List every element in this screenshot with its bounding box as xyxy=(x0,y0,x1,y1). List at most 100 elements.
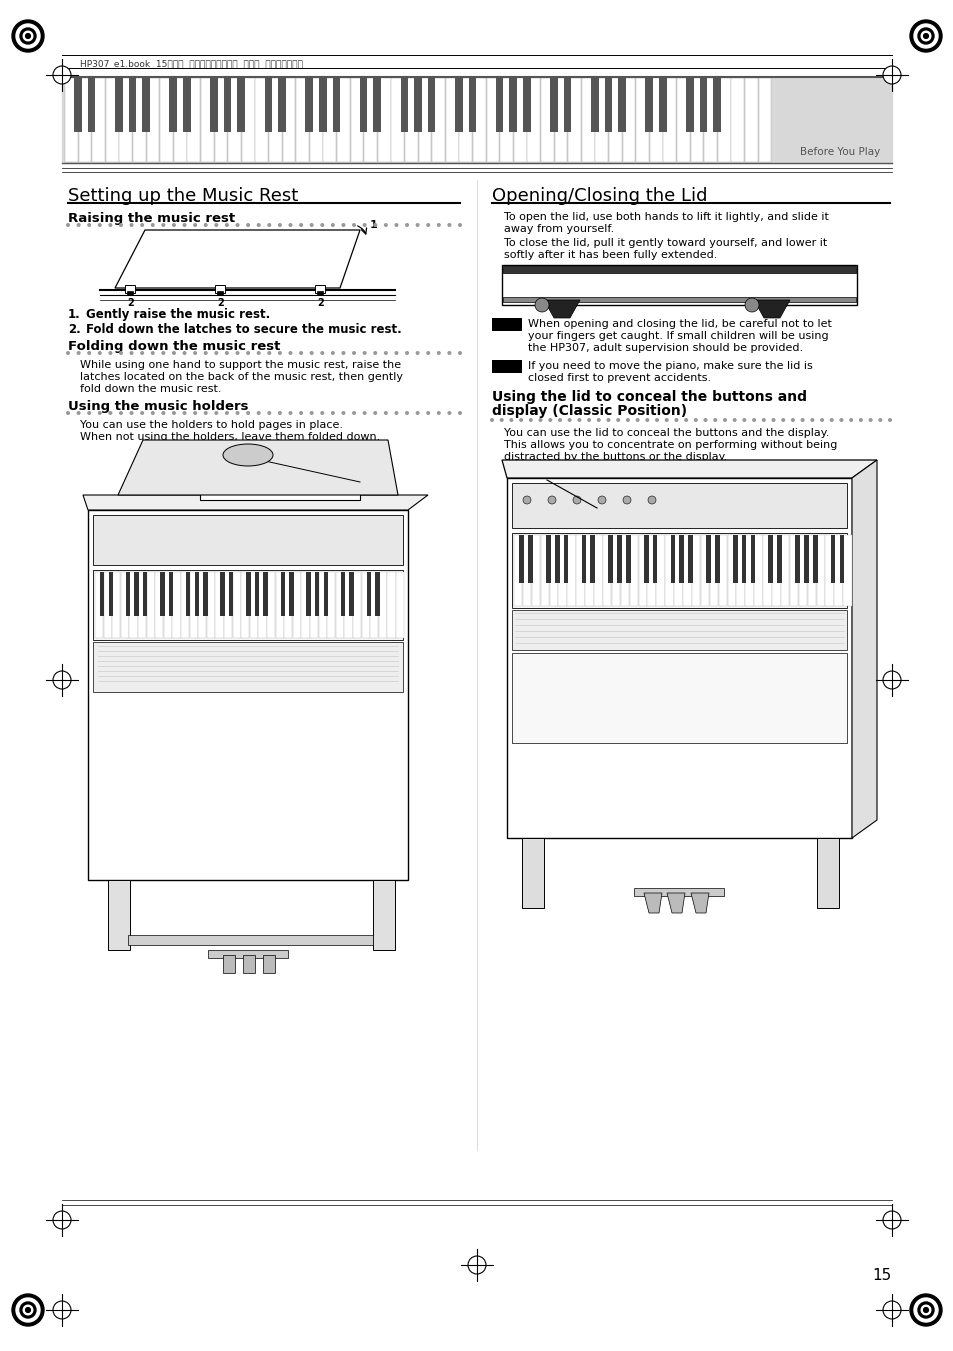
Bar xyxy=(590,535,595,584)
Bar xyxy=(634,888,723,896)
Text: When opening and closing the lid, be careful not to let: When opening and closing the lid, be car… xyxy=(527,319,831,330)
Bar xyxy=(744,535,753,607)
Circle shape xyxy=(162,224,165,227)
Bar xyxy=(509,78,517,132)
Circle shape xyxy=(77,351,80,354)
Circle shape xyxy=(427,412,429,415)
Circle shape xyxy=(427,224,429,227)
Bar xyxy=(293,571,301,638)
Polygon shape xyxy=(501,459,876,478)
Bar xyxy=(522,535,531,607)
Bar xyxy=(512,653,846,743)
Bar xyxy=(172,571,180,638)
Circle shape xyxy=(162,412,165,415)
Bar xyxy=(414,78,421,132)
Bar xyxy=(208,950,288,958)
Bar xyxy=(455,78,462,132)
Bar xyxy=(732,535,737,584)
Bar xyxy=(581,78,594,162)
Bar xyxy=(652,535,657,584)
Bar xyxy=(169,571,173,616)
Polygon shape xyxy=(83,494,428,509)
Circle shape xyxy=(416,412,418,415)
Circle shape xyxy=(448,412,450,415)
Polygon shape xyxy=(643,893,661,913)
Bar xyxy=(387,571,395,638)
Circle shape xyxy=(247,412,249,415)
Circle shape xyxy=(320,351,323,354)
Bar xyxy=(187,78,200,162)
Circle shape xyxy=(342,412,344,415)
Bar xyxy=(611,535,619,607)
Circle shape xyxy=(67,412,70,415)
Circle shape xyxy=(152,351,153,354)
Text: To close the lid, pull it gently toward yourself, and lower it: To close the lid, pull it gently toward … xyxy=(503,238,826,249)
Bar xyxy=(502,297,855,303)
Bar xyxy=(432,78,444,162)
Bar xyxy=(795,535,799,584)
Bar xyxy=(608,535,612,584)
Bar xyxy=(492,359,521,373)
Bar xyxy=(241,78,254,162)
Circle shape xyxy=(587,419,590,422)
Circle shape xyxy=(923,34,927,38)
Polygon shape xyxy=(690,893,708,913)
Text: If you need to move the piano, make sure the lid is: If you need to move the piano, make sure… xyxy=(527,361,812,372)
Circle shape xyxy=(332,224,334,227)
Bar xyxy=(361,571,370,638)
Circle shape xyxy=(310,412,313,415)
Circle shape xyxy=(332,351,334,354)
Circle shape xyxy=(500,419,502,422)
Circle shape xyxy=(917,28,933,45)
Circle shape xyxy=(437,351,439,354)
Text: Using the music holders: Using the music holders xyxy=(68,400,248,413)
Bar xyxy=(741,535,745,584)
Bar xyxy=(662,78,676,162)
Bar xyxy=(181,571,189,638)
Bar xyxy=(595,78,608,162)
Circle shape xyxy=(16,24,40,49)
Text: 15: 15 xyxy=(872,1269,891,1283)
Circle shape xyxy=(26,1308,30,1312)
Circle shape xyxy=(622,496,630,504)
Bar xyxy=(336,78,350,162)
Circle shape xyxy=(913,24,937,49)
Bar xyxy=(183,78,191,132)
Circle shape xyxy=(490,419,493,422)
Circle shape xyxy=(193,412,196,415)
Circle shape xyxy=(77,224,80,227)
Circle shape xyxy=(597,419,599,422)
Bar xyxy=(563,78,571,132)
Bar xyxy=(558,535,566,607)
Bar xyxy=(250,571,257,638)
Circle shape xyxy=(172,351,175,354)
Circle shape xyxy=(733,419,735,422)
Text: 1: 1 xyxy=(370,220,377,230)
Bar xyxy=(233,571,240,638)
Circle shape xyxy=(12,1294,44,1325)
Circle shape xyxy=(363,224,366,227)
Circle shape xyxy=(752,419,755,422)
Circle shape xyxy=(225,351,228,354)
Bar xyxy=(214,285,225,293)
Bar xyxy=(78,78,91,162)
Bar xyxy=(301,571,310,638)
Circle shape xyxy=(606,419,609,422)
Bar xyxy=(353,571,361,638)
Circle shape xyxy=(363,351,366,354)
Polygon shape xyxy=(753,300,789,317)
Bar xyxy=(129,78,136,132)
Bar xyxy=(95,571,103,638)
Circle shape xyxy=(268,351,271,354)
Circle shape xyxy=(626,419,629,422)
Bar xyxy=(92,570,402,640)
Bar xyxy=(359,78,367,132)
Circle shape xyxy=(913,1298,937,1323)
Bar xyxy=(736,535,744,607)
Bar xyxy=(762,535,771,607)
Bar xyxy=(254,571,259,616)
Bar xyxy=(506,478,851,838)
Circle shape xyxy=(448,224,450,227)
Bar xyxy=(816,535,824,607)
Text: your fingers get caught. If small children will be using: your fingers get caught. If small childr… xyxy=(527,331,828,340)
